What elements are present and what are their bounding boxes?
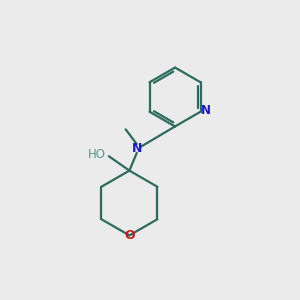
Text: N: N <box>201 104 211 117</box>
Text: O: O <box>124 229 135 242</box>
Text: N: N <box>132 142 142 155</box>
Text: HO: HO <box>88 148 106 161</box>
